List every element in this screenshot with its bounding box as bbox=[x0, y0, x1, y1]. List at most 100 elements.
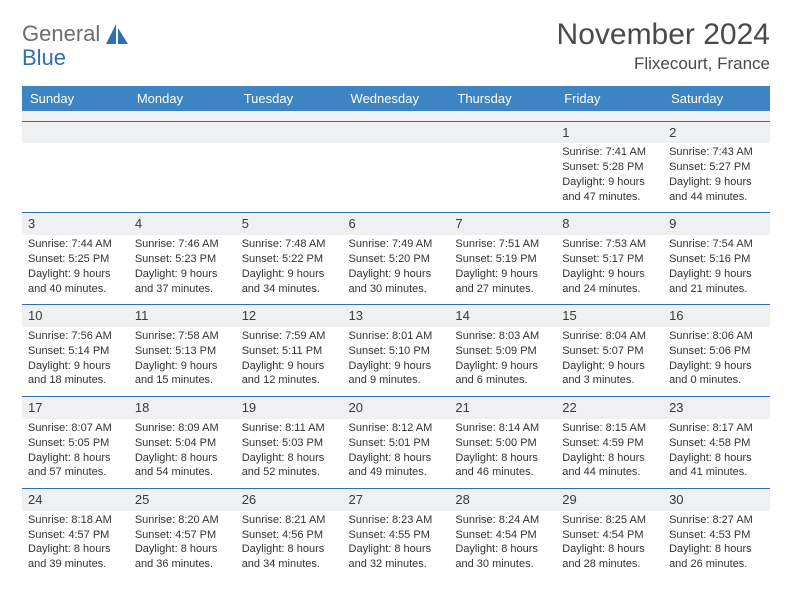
day-line: Sunrise: 7:41 AM bbox=[562, 145, 657, 160]
day-number: 17 bbox=[22, 397, 129, 419]
day-body: Sunrise: 7:48 AMSunset: 5:22 PMDaylight:… bbox=[236, 235, 343, 304]
calendar-week-row: 1Sunrise: 7:41 AMSunset: 5:28 PMDaylight… bbox=[22, 121, 770, 213]
calendar-day-cell: 27Sunrise: 8:23 AMSunset: 4:55 PMDayligh… bbox=[343, 489, 450, 580]
weekday-header: Tuesday bbox=[236, 86, 343, 111]
day-body: Sunrise: 8:01 AMSunset: 5:10 PMDaylight:… bbox=[343, 327, 450, 396]
calendar-day-cell: 30Sunrise: 8:27 AMSunset: 4:53 PMDayligh… bbox=[663, 489, 770, 580]
day-line: and 9 minutes. bbox=[349, 373, 444, 388]
day-line: Daylight: 8 hours bbox=[349, 451, 444, 466]
calendar-day-cell: 10Sunrise: 7:56 AMSunset: 5:14 PMDayligh… bbox=[22, 305, 129, 397]
day-line: Sunset: 5:14 PM bbox=[28, 344, 123, 359]
day-line: Daylight: 8 hours bbox=[669, 451, 764, 466]
day-line: Sunrise: 8:14 AM bbox=[455, 421, 550, 436]
day-number: 1 bbox=[556, 122, 663, 144]
day-line: and 40 minutes. bbox=[28, 282, 123, 297]
day-line: Daylight: 8 hours bbox=[455, 451, 550, 466]
day-line: and 0 minutes. bbox=[669, 373, 764, 388]
calendar-day-cell bbox=[343, 121, 450, 213]
calendar-day-cell: 29Sunrise: 8:25 AMSunset: 4:54 PMDayligh… bbox=[556, 489, 663, 580]
brand-name-2: Blue bbox=[22, 45, 66, 70]
day-line: and 44 minutes. bbox=[562, 465, 657, 480]
day-number: 20 bbox=[343, 397, 450, 419]
calendar-day-cell: 8Sunrise: 7:53 AMSunset: 5:17 PMDaylight… bbox=[556, 213, 663, 305]
day-line: Sunrise: 8:21 AM bbox=[242, 513, 337, 528]
day-line: and 54 minutes. bbox=[135, 465, 230, 480]
day-line: and 21 minutes. bbox=[669, 282, 764, 297]
day-number: 5 bbox=[236, 213, 343, 235]
day-line: Sunset: 4:59 PM bbox=[562, 436, 657, 451]
day-body: Sunrise: 8:17 AMSunset: 4:58 PMDaylight:… bbox=[663, 419, 770, 488]
day-line: Sunrise: 8:04 AM bbox=[562, 329, 657, 344]
day-number: 12 bbox=[236, 305, 343, 327]
calendar-day-cell: 24Sunrise: 8:18 AMSunset: 4:57 PMDayligh… bbox=[22, 489, 129, 580]
day-line: Sunset: 5:07 PM bbox=[562, 344, 657, 359]
day-line: Daylight: 8 hours bbox=[242, 451, 337, 466]
day-body: Sunrise: 7:59 AMSunset: 5:11 PMDaylight:… bbox=[236, 327, 343, 396]
day-line: and 6 minutes. bbox=[455, 373, 550, 388]
day-line: Sunset: 5:27 PM bbox=[669, 160, 764, 175]
day-body: Sunrise: 7:43 AMSunset: 5:27 PMDaylight:… bbox=[663, 143, 770, 212]
day-line: Sunset: 5:25 PM bbox=[28, 252, 123, 267]
day-line: Daylight: 8 hours bbox=[28, 542, 123, 557]
day-line: and 44 minutes. bbox=[669, 190, 764, 205]
day-number: 14 bbox=[449, 305, 556, 327]
day-number: 9 bbox=[663, 213, 770, 235]
day-line: Sunrise: 8:11 AM bbox=[242, 421, 337, 436]
day-line: Sunrise: 7:54 AM bbox=[669, 237, 764, 252]
day-body: Sunrise: 8:23 AMSunset: 4:55 PMDaylight:… bbox=[343, 511, 450, 580]
day-line: Daylight: 8 hours bbox=[562, 451, 657, 466]
day-number: 7 bbox=[449, 213, 556, 235]
calendar-day-cell: 16Sunrise: 8:06 AMSunset: 5:06 PMDayligh… bbox=[663, 305, 770, 397]
day-line: and 30 minutes. bbox=[455, 557, 550, 572]
day-line: and 27 minutes. bbox=[455, 282, 550, 297]
day-line: Sunset: 5:01 PM bbox=[349, 436, 444, 451]
day-line: Sunset: 4:55 PM bbox=[349, 528, 444, 543]
day-number: 6 bbox=[343, 213, 450, 235]
day-line: Sunrise: 8:15 AM bbox=[562, 421, 657, 436]
weekday-header: Wednesday bbox=[343, 86, 450, 111]
day-number: 16 bbox=[663, 305, 770, 327]
calendar-day-cell: 15Sunrise: 8:04 AMSunset: 5:07 PMDayligh… bbox=[556, 305, 663, 397]
day-line: and 15 minutes. bbox=[135, 373, 230, 388]
day-line: and 30 minutes. bbox=[349, 282, 444, 297]
calendar-day-cell: 7Sunrise: 7:51 AMSunset: 5:19 PMDaylight… bbox=[449, 213, 556, 305]
calendar-day-cell: 3Sunrise: 7:44 AMSunset: 5:25 PMDaylight… bbox=[22, 213, 129, 305]
day-line: Daylight: 9 hours bbox=[135, 359, 230, 374]
calendar-week-row: 24Sunrise: 8:18 AMSunset: 4:57 PMDayligh… bbox=[22, 489, 770, 580]
day-body: Sunrise: 8:21 AMSunset: 4:56 PMDaylight:… bbox=[236, 511, 343, 580]
day-number: 10 bbox=[22, 305, 129, 327]
calendar-day-cell bbox=[236, 121, 343, 213]
day-line: Sunrise: 8:03 AM bbox=[455, 329, 550, 344]
calendar-day-cell: 17Sunrise: 8:07 AMSunset: 5:05 PMDayligh… bbox=[22, 397, 129, 489]
day-number: 26 bbox=[236, 489, 343, 511]
day-body: Sunrise: 8:25 AMSunset: 4:54 PMDaylight:… bbox=[556, 511, 663, 580]
day-line: Sunset: 5:11 PM bbox=[242, 344, 337, 359]
day-line: Daylight: 8 hours bbox=[242, 542, 337, 557]
title-block: November 2024 Flixecourt, France bbox=[557, 18, 770, 74]
day-body: Sunrise: 8:11 AMSunset: 5:03 PMDaylight:… bbox=[236, 419, 343, 488]
day-body: Sunrise: 7:53 AMSunset: 5:17 PMDaylight:… bbox=[556, 235, 663, 304]
day-line: Sunrise: 8:20 AM bbox=[135, 513, 230, 528]
day-body: Sunrise: 8:14 AMSunset: 5:00 PMDaylight:… bbox=[449, 419, 556, 488]
calendar-day-cell: 9Sunrise: 7:54 AMSunset: 5:16 PMDaylight… bbox=[663, 213, 770, 305]
weekday-header: Sunday bbox=[22, 86, 129, 111]
day-line: Sunset: 5:22 PM bbox=[242, 252, 337, 267]
day-line: Sunset: 5:17 PM bbox=[562, 252, 657, 267]
day-line: Sunrise: 7:46 AM bbox=[135, 237, 230, 252]
calendar-week-row: 17Sunrise: 8:07 AMSunset: 5:05 PMDayligh… bbox=[22, 397, 770, 489]
day-line: Sunset: 5:20 PM bbox=[349, 252, 444, 267]
brand-text: General Blue bbox=[22, 22, 100, 70]
day-line: Sunrise: 8:01 AM bbox=[349, 329, 444, 344]
day-line: and 47 minutes. bbox=[562, 190, 657, 205]
weekday-header: Thursday bbox=[449, 86, 556, 111]
day-number: 15 bbox=[556, 305, 663, 327]
calendar-day-cell: 20Sunrise: 8:12 AMSunset: 5:01 PMDayligh… bbox=[343, 397, 450, 489]
calendar-day-cell: 26Sunrise: 8:21 AMSunset: 4:56 PMDayligh… bbox=[236, 489, 343, 580]
day-body: Sunrise: 7:44 AMSunset: 5:25 PMDaylight:… bbox=[22, 235, 129, 304]
location: Flixecourt, France bbox=[557, 54, 770, 74]
day-line: Daylight: 9 hours bbox=[349, 267, 444, 282]
calendar-day-cell: 23Sunrise: 8:17 AMSunset: 4:58 PMDayligh… bbox=[663, 397, 770, 489]
day-line: Sunset: 5:04 PM bbox=[135, 436, 230, 451]
day-line: Sunrise: 8:27 AM bbox=[669, 513, 764, 528]
calendar-day-cell: 28Sunrise: 8:24 AMSunset: 4:54 PMDayligh… bbox=[449, 489, 556, 580]
